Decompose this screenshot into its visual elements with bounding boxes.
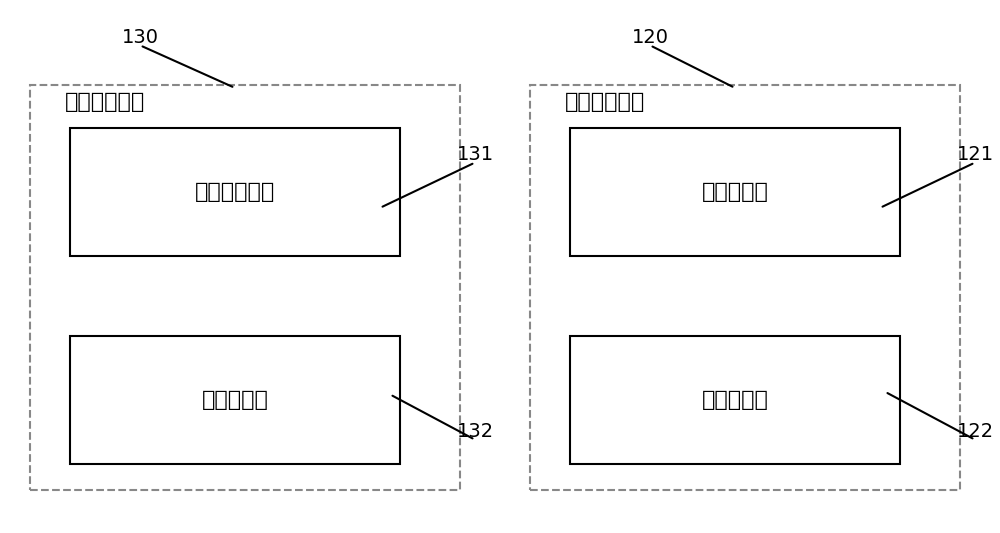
- Text: 光色处理模块: 光色处理模块: [565, 92, 645, 112]
- Text: 色温检测器: 色温检测器: [702, 390, 768, 410]
- Text: 图像处理模块: 图像处理模块: [65, 92, 145, 112]
- Text: 场景检测器: 场景检测器: [202, 390, 268, 410]
- Text: 121: 121: [956, 145, 994, 164]
- Text: 130: 130: [122, 28, 158, 47]
- Text: 眼开度检测器: 眼开度检测器: [195, 182, 275, 202]
- FancyBboxPatch shape: [70, 336, 400, 464]
- FancyBboxPatch shape: [530, 85, 960, 490]
- Text: 132: 132: [456, 422, 494, 441]
- Text: 131: 131: [456, 145, 494, 164]
- FancyBboxPatch shape: [70, 128, 400, 256]
- Text: 照度检测器: 照度检测器: [702, 182, 768, 202]
- FancyBboxPatch shape: [570, 336, 900, 464]
- Text: 120: 120: [632, 28, 668, 47]
- FancyBboxPatch shape: [570, 128, 900, 256]
- FancyBboxPatch shape: [30, 85, 460, 490]
- Text: 122: 122: [956, 422, 994, 441]
